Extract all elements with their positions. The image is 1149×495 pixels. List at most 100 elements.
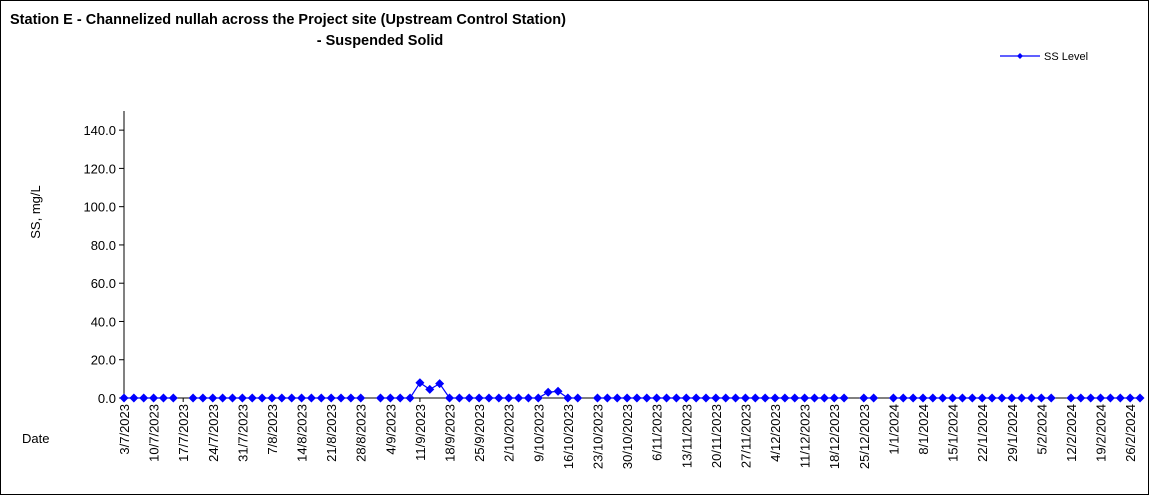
x-tick-label: 30/10/2023 [620, 404, 635, 469]
point [149, 393, 159, 403]
point [158, 393, 168, 403]
x-tick-label: 5/2/2024 [1034, 404, 1049, 455]
point [1066, 393, 1076, 403]
y-axis-label: SS, mg/L [28, 185, 43, 238]
point [356, 393, 366, 403]
chart-title: Station E - Channelized nullah across th… [10, 12, 566, 28]
point [415, 378, 425, 388]
point [681, 393, 691, 403]
x-tick-label: 12/2/2024 [1064, 404, 1079, 462]
point [898, 393, 908, 403]
point [247, 393, 257, 403]
y-tick-label: 40.0 [91, 314, 116, 329]
point [1135, 393, 1145, 403]
point [701, 393, 711, 403]
point [237, 393, 247, 403]
point [721, 393, 731, 403]
point [908, 393, 918, 403]
point [948, 393, 958, 403]
point [750, 393, 760, 403]
point [1086, 393, 1096, 403]
point [208, 393, 218, 403]
point [642, 393, 652, 403]
point [543, 387, 553, 397]
point [573, 393, 583, 403]
point [1007, 393, 1017, 403]
point [405, 393, 415, 403]
point [592, 393, 602, 403]
point [928, 393, 938, 403]
point [671, 393, 681, 403]
x-tick-label: 25/9/2023 [472, 404, 487, 462]
point [770, 393, 780, 403]
point [1105, 393, 1115, 403]
point [829, 393, 839, 403]
point [168, 393, 178, 403]
point [987, 393, 997, 403]
point [869, 393, 879, 403]
point [1096, 393, 1106, 403]
point [632, 393, 642, 403]
point [119, 393, 129, 403]
point [1076, 393, 1086, 403]
point [977, 393, 987, 403]
point [435, 379, 445, 389]
x-tick-label: 7/8/2023 [265, 404, 280, 455]
point [375, 393, 385, 403]
x-tick-label: 31/7/2023 [235, 404, 250, 462]
point [277, 393, 287, 403]
point [297, 393, 307, 403]
point [218, 393, 228, 403]
x-tick-label: 19/2/2024 [1094, 404, 1109, 462]
x-tick-label: 28/8/2023 [354, 404, 369, 462]
point [346, 393, 356, 403]
point [504, 393, 514, 403]
point [1046, 393, 1056, 403]
x-tick-label: 23/10/2023 [590, 404, 605, 469]
y-tick-label: 0.0 [98, 391, 116, 406]
point [997, 393, 1007, 403]
x-tick-label: 26/2/2024 [1123, 404, 1138, 462]
point [445, 393, 455, 403]
point [652, 393, 662, 403]
point [1017, 393, 1027, 403]
point [198, 393, 208, 403]
point [800, 393, 810, 403]
point [385, 393, 395, 403]
legend-label: SS Level [1044, 51, 1088, 63]
point [464, 393, 474, 403]
point [474, 393, 484, 403]
x-tick-label: 16/10/2023 [561, 404, 576, 469]
point [336, 393, 346, 403]
point [957, 393, 967, 403]
point [612, 393, 622, 403]
point [523, 393, 533, 403]
point [819, 393, 829, 403]
x-tick-label: 4/9/2023 [383, 404, 398, 455]
point [228, 393, 238, 403]
x-tick-label: 21/8/2023 [324, 404, 339, 462]
legend-marker [1017, 53, 1023, 59]
y-tick-label: 60.0 [91, 276, 116, 291]
point [494, 393, 504, 403]
point [888, 393, 898, 403]
point [484, 393, 494, 403]
point [967, 393, 977, 403]
x-tick-label: 1/1/2024 [886, 404, 901, 455]
x-tick-label: 14/8/2023 [295, 404, 310, 462]
point [1115, 393, 1125, 403]
point [790, 393, 800, 403]
point [326, 393, 336, 403]
x-tick-label: 8/1/2024 [916, 404, 931, 455]
point [306, 393, 316, 403]
y-tick-label: 100.0 [83, 200, 116, 215]
point [809, 393, 819, 403]
point [839, 393, 849, 403]
point [622, 393, 632, 403]
x-tick-label: 20/11/2023 [709, 404, 724, 468]
y-tick-label: 20.0 [91, 353, 116, 368]
x-tick-label: 9/10/2023 [531, 404, 546, 462]
point [691, 393, 701, 403]
x-tick-label: 22/1/2024 [975, 404, 990, 462]
